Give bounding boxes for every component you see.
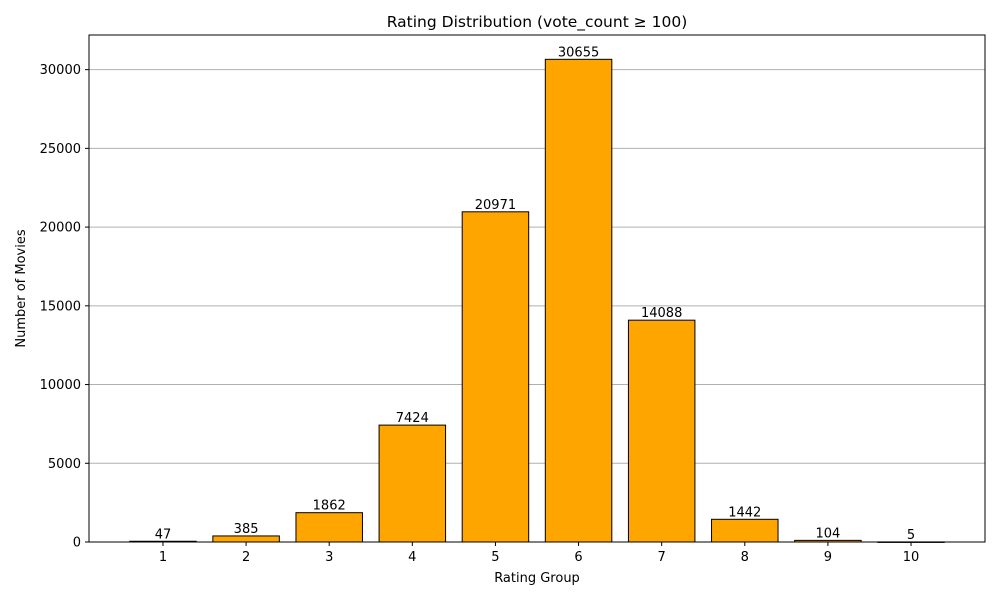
x-tick-label: 4: [408, 550, 416, 565]
data-label-7: 14088: [641, 306, 682, 321]
bar-3: [295, 512, 363, 543]
data-label-8: 1442: [728, 505, 761, 520]
bar-4: [378, 424, 447, 543]
axis-ticks: 0 5000 10000 15000 20000 25000 30000 1 2 3 4 5 6 7 8 9 1…: [40, 63, 920, 565]
bars: [129, 58, 945, 543]
data-label-10: 5: [907, 528, 915, 543]
x-tick-label: 6: [574, 550, 582, 565]
y-tick-label: 25000: [40, 142, 81, 157]
y-axis-label: Number of Movies: [14, 229, 29, 347]
x-tick-label: 2: [242, 550, 250, 565]
bar-7: [627, 319, 696, 543]
data-label-2: 385: [234, 522, 259, 537]
x-tick-label: 7: [658, 550, 666, 565]
data-label-6: 30655: [558, 45, 599, 60]
data-label-5: 20971: [475, 198, 516, 213]
chart-title: Rating Distribution (vote_count ≥ 100): [387, 13, 688, 32]
x-tick-label: 8: [741, 550, 749, 565]
y-tick-label: 30000: [40, 63, 81, 78]
y-tick-label: 20000: [40, 221, 81, 236]
x-axis-label: Rating Group: [494, 571, 580, 586]
x-tick-label: 9: [824, 550, 832, 565]
plot-frame: [88, 34, 986, 543]
x-tick-label: 5: [491, 550, 499, 565]
gridlines: [89, 69, 985, 464]
data-label-4: 7424: [396, 411, 429, 426]
y-tick-label: 0: [73, 536, 81, 551]
bar-6: [544, 58, 613, 543]
data-label-9: 104: [815, 526, 840, 541]
data-label-3: 1862: [313, 499, 346, 514]
x-tick-label: 3: [325, 550, 333, 565]
x-tick-label: 1: [159, 550, 167, 565]
y-tick-label: 5000: [48, 457, 81, 472]
bar-8: [711, 518, 779, 543]
data-label-1: 47: [155, 527, 172, 542]
y-tick-label: 10000: [40, 378, 81, 393]
bar-value-labels: 47 385 1862 7424 20971 30655 14088 1442 104 5: [155, 45, 915, 543]
y-tick-label: 15000: [40, 299, 81, 314]
bar-5: [461, 211, 530, 543]
x-tick-label: 10: [903, 550, 920, 565]
